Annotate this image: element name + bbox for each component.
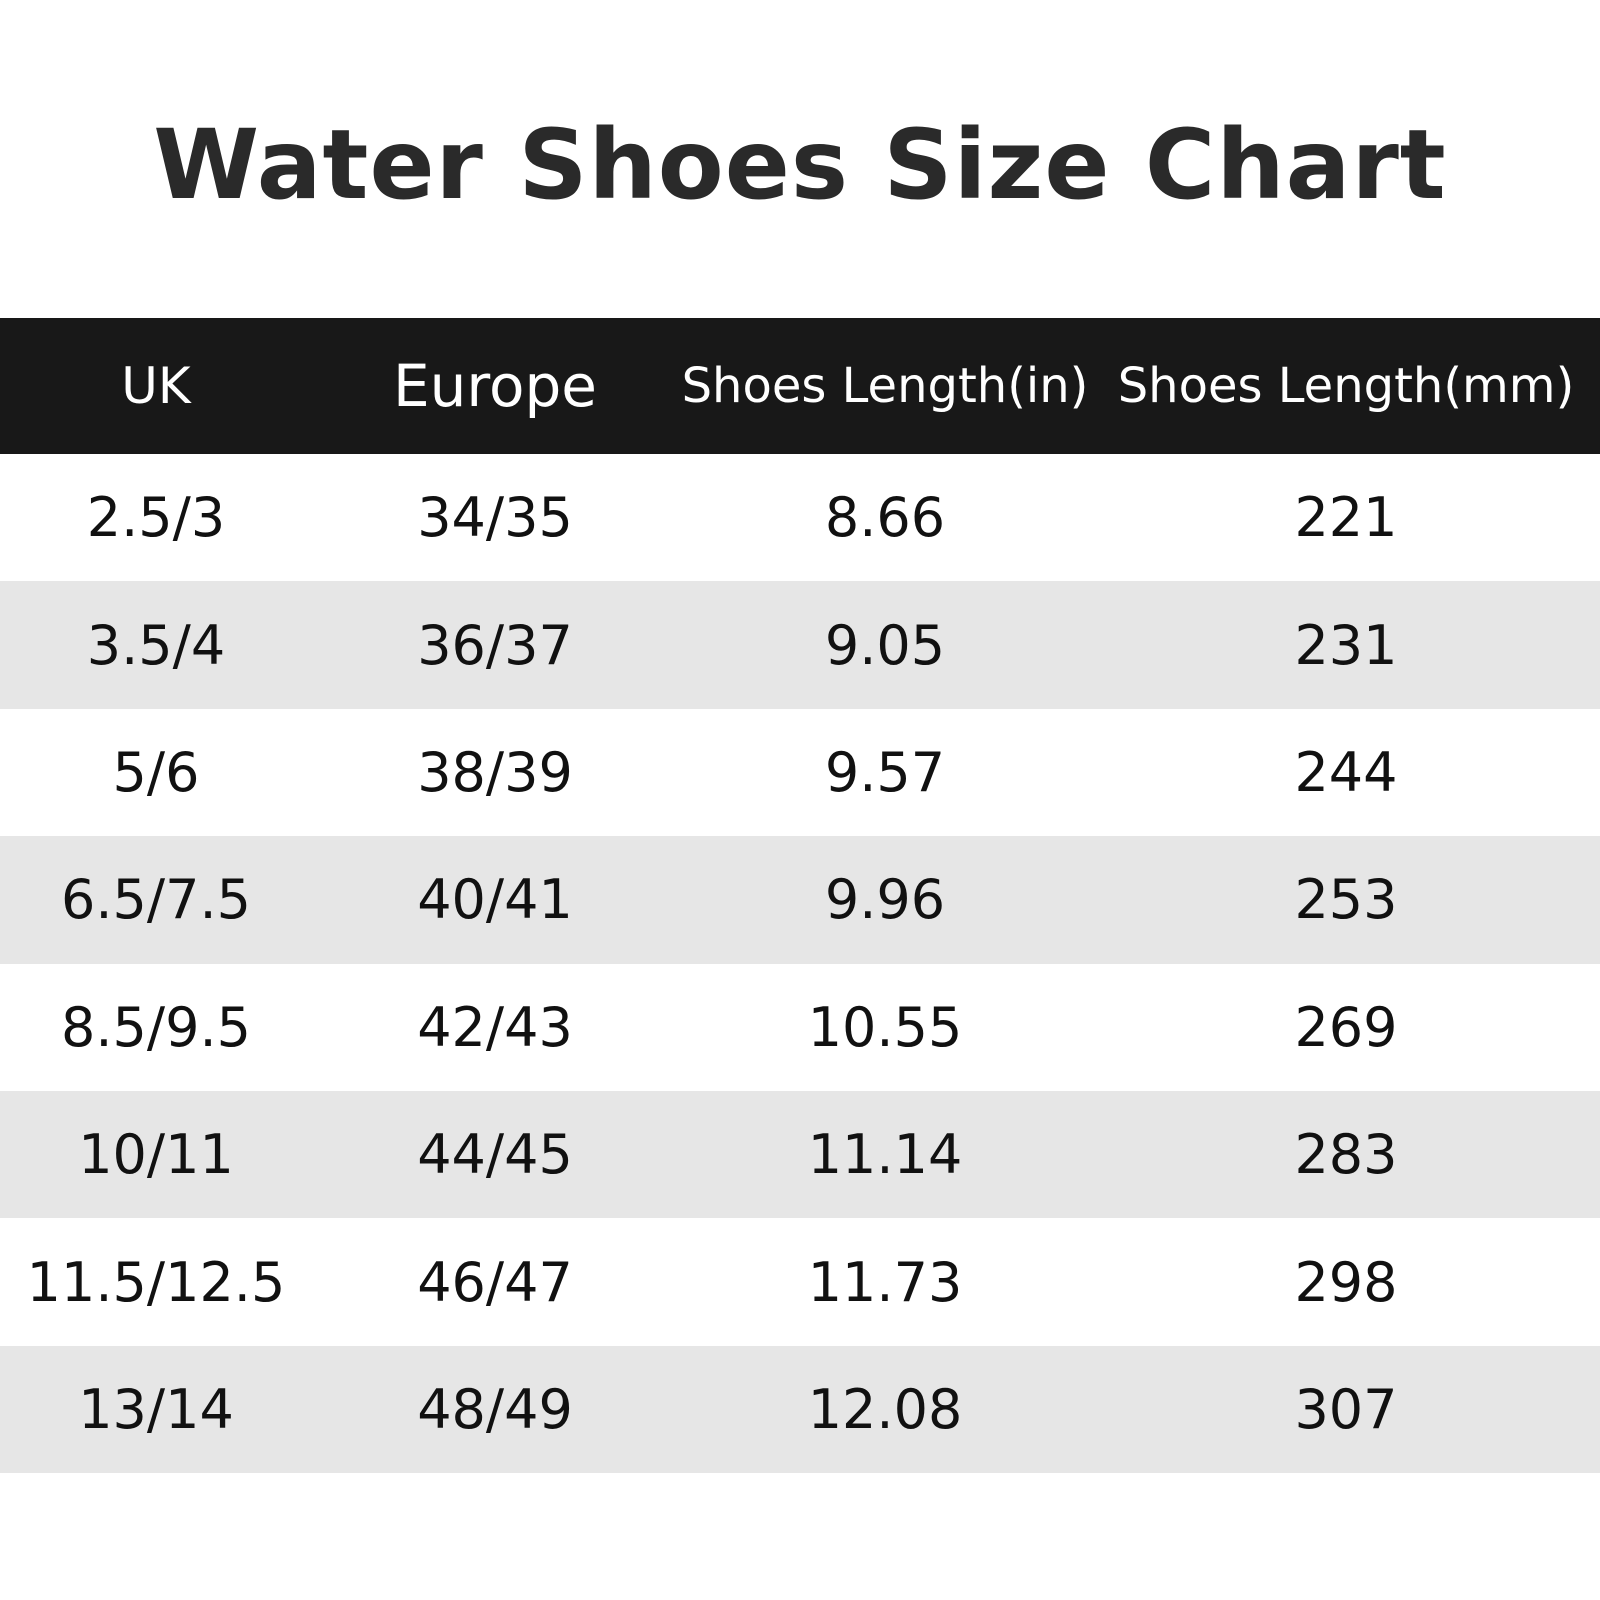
cell-length-in: 11.73 <box>807 1250 963 1314</box>
header-europe: Europe <box>393 352 597 420</box>
cell-length-mm: 244 <box>1294 740 1398 804</box>
cell-europe: 34/35 <box>417 486 573 550</box>
header-length-mm: Shoes Length(mm) <box>1117 358 1575 414</box>
header-uk: UK <box>121 357 191 415</box>
cell-length-in: 12.08 <box>807 1377 963 1441</box>
cell-length-mm: 221 <box>1294 486 1398 550</box>
header-length-in: Shoes Length(in) <box>681 358 1089 414</box>
cell-length-in: 9.57 <box>824 740 946 804</box>
cell-europe: 40/41 <box>417 868 573 932</box>
cell-uk: 3.5/4 <box>86 613 226 677</box>
cell-europe: 44/45 <box>417 1123 573 1187</box>
table-row: 3.5/4 36/37 9.05 231 <box>0 581 1600 709</box>
cell-length-mm: 269 <box>1294 995 1398 1059</box>
cell-uk: 11.5/12.5 <box>26 1250 286 1314</box>
cell-uk: 6.5/7.5 <box>61 868 251 932</box>
cell-length-in: 10.55 <box>807 995 963 1059</box>
cell-uk: 8.5/9.5 <box>61 995 251 1059</box>
cell-uk: 10/11 <box>78 1123 234 1187</box>
cell-europe: 42/43 <box>417 995 573 1059</box>
page-title: Water Shoes Size Chart <box>153 109 1447 221</box>
cell-europe: 38/39 <box>417 740 573 804</box>
table-row: 6.5/7.5 40/41 9.96 253 <box>0 836 1600 964</box>
table-row: 5/6 38/39 9.57 244 <box>0 709 1600 836</box>
cell-length-mm: 307 <box>1294 1377 1398 1441</box>
table-row: 10/11 44/45 11.14 283 <box>0 1090 1600 1219</box>
cell-length-mm: 253 <box>1294 868 1398 932</box>
cell-uk: 13/14 <box>78 1377 234 1441</box>
cell-length-in: 8.66 <box>824 486 946 550</box>
cell-length-in: 9.96 <box>824 868 946 932</box>
cell-europe: 36/37 <box>417 613 573 677</box>
cell-europe: 48/49 <box>417 1377 573 1441</box>
cell-uk: 5/6 <box>112 740 200 804</box>
table-row: 13/14 48/49 12.08 307 <box>0 1345 1600 1474</box>
size-chart-table: UK Europe Shoes Length(in) Shoes Length(… <box>0 318 1600 1474</box>
cell-uk: 2.5/3 <box>86 486 226 550</box>
cell-length-in: 11.14 <box>807 1123 963 1187</box>
cell-length-in: 9.05 <box>824 613 946 677</box>
cell-length-mm: 231 <box>1294 613 1398 677</box>
cell-length-mm: 298 <box>1294 1250 1398 1314</box>
table-row: 11.5/12.5 46/47 11.73 298 <box>0 1218 1600 1345</box>
table-row: 8.5/9.5 42/43 10.55 269 <box>0 964 1600 1091</box>
table-header-row: UK Europe Shoes Length(in) Shoes Length(… <box>0 318 1600 454</box>
cell-europe: 46/47 <box>417 1250 573 1314</box>
cell-length-mm: 283 <box>1294 1123 1398 1187</box>
table-row: 2.5/3 34/35 8.66 221 <box>0 454 1600 581</box>
